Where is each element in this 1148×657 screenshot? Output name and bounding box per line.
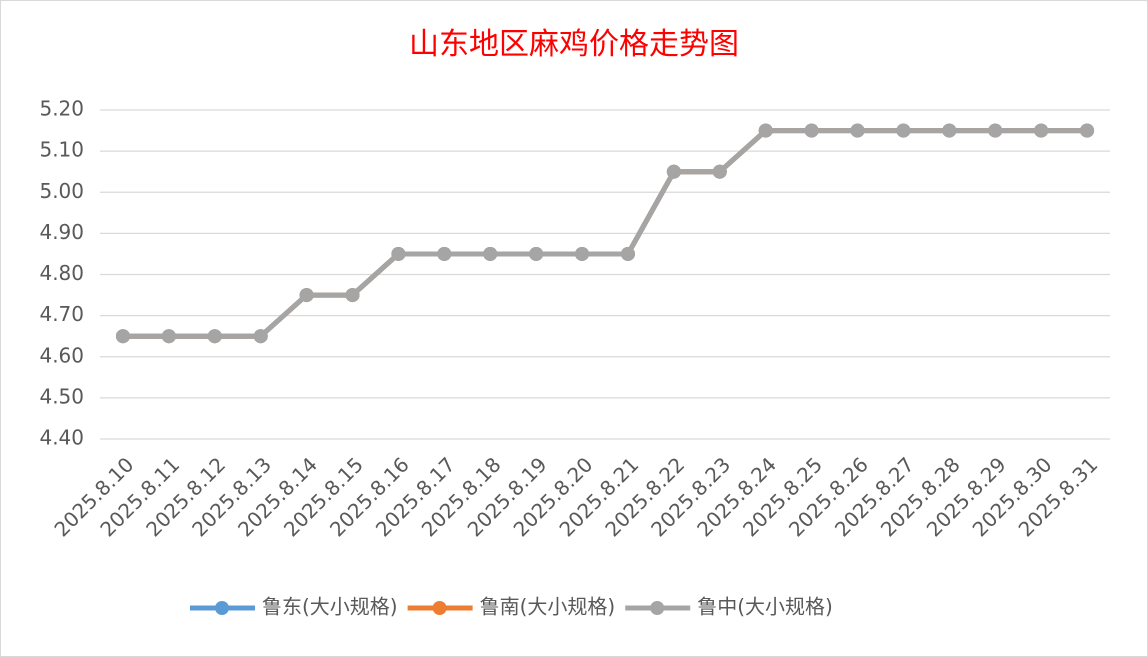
legend-marker xyxy=(650,601,665,615)
y-tick-label: 5.10 xyxy=(39,138,84,162)
point xyxy=(1034,123,1049,138)
point xyxy=(804,123,819,138)
legend-label: 鲁东(大小规格) xyxy=(262,595,398,619)
y-tick-label: 4.50 xyxy=(39,384,84,408)
legend-label: 鲁南(大小规格) xyxy=(480,595,616,619)
chart-title: 山东地区麻鸡价格走势图 xyxy=(409,27,739,62)
point xyxy=(620,246,635,261)
point xyxy=(207,329,222,344)
point xyxy=(575,246,590,261)
point xyxy=(391,246,406,261)
point xyxy=(483,246,498,261)
legend-label: 鲁中(大小规格) xyxy=(697,595,833,619)
legend-marker xyxy=(215,601,229,615)
point xyxy=(942,123,957,138)
point xyxy=(345,288,360,303)
point xyxy=(161,329,176,344)
point xyxy=(1080,123,1095,138)
point xyxy=(758,123,773,138)
y-tick-label: 4.70 xyxy=(39,302,84,326)
point xyxy=(850,123,865,138)
series-line xyxy=(122,128,1088,339)
y-tick-label: 5.00 xyxy=(39,179,84,203)
legend-marker xyxy=(432,601,447,615)
point xyxy=(529,246,544,261)
point xyxy=(437,246,452,261)
y-tick-label: 4.90 xyxy=(39,220,84,244)
point xyxy=(896,123,911,138)
point xyxy=(253,329,268,344)
y-tick-label: 4.80 xyxy=(39,261,84,285)
point xyxy=(115,329,130,344)
point xyxy=(299,288,314,303)
point xyxy=(666,164,681,179)
y-tick-label: 4.40 xyxy=(39,426,84,450)
point xyxy=(988,123,1003,138)
point xyxy=(712,164,727,179)
y-tick-label: 5.20 xyxy=(39,97,84,121)
y-tick-label: 4.60 xyxy=(39,343,84,367)
